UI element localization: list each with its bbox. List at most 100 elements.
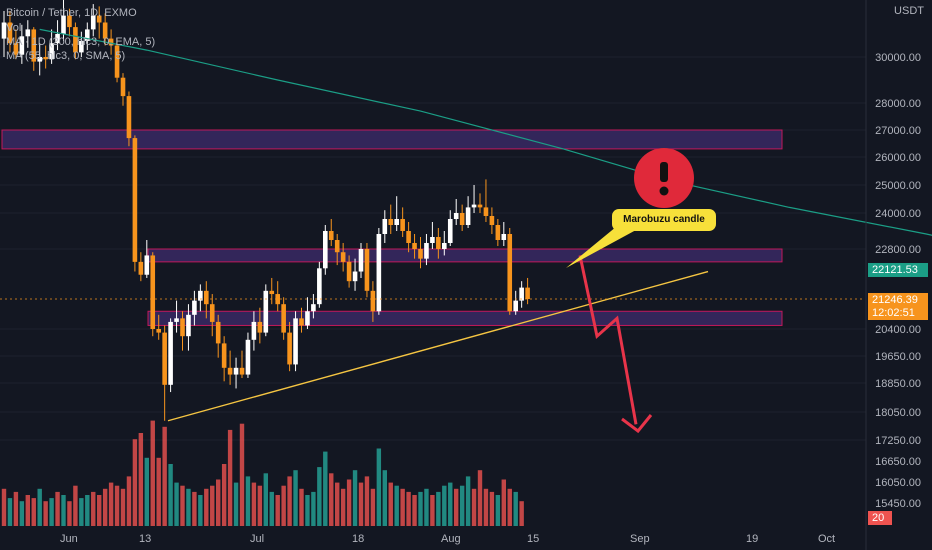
candle-body (334, 240, 340, 253)
volume-bar (216, 479, 221, 526)
volume-bar (495, 495, 501, 526)
volume-bar (31, 498, 36, 526)
volume-bar (465, 476, 471, 526)
candle-body (114, 45, 120, 78)
candle-body (382, 219, 388, 234)
volume-bar (430, 495, 435, 526)
volume-bar (221, 464, 227, 526)
volume-bar (483, 488, 489, 526)
volume-bar (293, 470, 298, 526)
price-zone (147, 310, 783, 326)
candle-body (263, 290, 269, 333)
annotation-callout: Marobuzu candle (612, 209, 716, 231)
candle-body (483, 207, 489, 216)
x-axis-label: Jun (60, 533, 78, 545)
volume-bar (340, 488, 346, 526)
candle-body (281, 304, 286, 333)
volume-bar (275, 495, 280, 526)
candle-body (424, 243, 429, 259)
volume-bar (329, 473, 334, 526)
exclamation-dot (659, 186, 669, 196)
volume-bar (394, 485, 399, 526)
candle-body (204, 290, 209, 305)
x-axis-label: Aug (441, 533, 461, 545)
y-axis-label: 17250.00 (875, 435, 921, 447)
candle-body (358, 249, 364, 272)
sma-legend[interactable]: MA (55, hlc3, 0, SMA, 5) (6, 50, 126, 62)
x-axis-label: 15 (527, 533, 540, 545)
volume-bar (346, 479, 352, 526)
volume-bar (477, 470, 483, 526)
volume-bar (25, 495, 30, 526)
volume-bar (102, 488, 108, 526)
volume-bar (210, 485, 215, 526)
candle-body (430, 237, 435, 243)
volume-bar (120, 488, 126, 526)
candle-body (79, 40, 84, 53)
candle-body (25, 29, 31, 37)
symbol-title[interactable]: Bitcoin / Tether, 1D, EXMO (6, 7, 137, 19)
volume-bar (156, 457, 161, 526)
volume-bar (263, 473, 268, 526)
volume-bar (61, 495, 66, 526)
volume-bar (281, 485, 286, 526)
volume-bar (114, 485, 120, 526)
candle-body (233, 367, 239, 375)
candle-body (471, 204, 477, 208)
volume-bar (388, 482, 393, 526)
y-axis-label: 24000.00 (875, 208, 921, 220)
trendline (167, 270, 709, 422)
volume-bar (418, 491, 423, 526)
volume-bar (144, 457, 149, 526)
y-axis-label: 18850.00 (875, 378, 921, 390)
x-axis-label: Jul (250, 533, 265, 545)
volume-bar (13, 491, 19, 526)
volume-bar (186, 488, 191, 526)
candle-body (245, 339, 251, 375)
volume-bar (424, 488, 429, 526)
volume-bar (358, 482, 364, 526)
volume-bar (108, 482, 114, 526)
volume-bar (454, 488, 459, 526)
candle-body (525, 287, 530, 299)
volume-bar (448, 482, 453, 526)
volume-bar (150, 420, 155, 526)
candle-body (495, 225, 501, 240)
candle-body (418, 249, 423, 259)
y-axis-label: 20400.00 (875, 324, 921, 336)
volume-bar (67, 501, 72, 526)
vol-legend[interactable]: Vol (6, 22, 22, 34)
volume-bar (287, 476, 292, 526)
candle-body (376, 234, 382, 312)
y-axis-label: 28000.00 (875, 98, 921, 110)
candle-body (174, 318, 179, 322)
volume-bar (382, 470, 387, 526)
x-axis-label: Sep (630, 533, 650, 545)
volume-bar (204, 488, 209, 526)
candle-body (126, 96, 132, 139)
candle-body (370, 290, 376, 312)
volume-bar (412, 495, 417, 526)
y-axis-label: 26000.00 (875, 152, 921, 164)
volume-bar (436, 491, 441, 526)
volume-bar (442, 485, 447, 526)
volume-bar (55, 491, 60, 526)
y-axis-label: 27000.00 (875, 125, 921, 137)
volume-bar (501, 479, 506, 526)
volume-bar (507, 488, 512, 526)
ema-legend[interactable]: MA · 1D (200, hlc3, 0, EMA, 5) (6, 36, 156, 48)
candle-body (31, 29, 37, 62)
candle-body (513, 300, 518, 312)
volume-bar (1, 488, 7, 526)
candle-body (90, 15, 96, 30)
candle-body (501, 234, 507, 240)
ema-price-tag: 22121.53 (868, 263, 928, 277)
y-axis-label: 25000.00 (875, 180, 921, 192)
last-price-tag: 21246.39 (868, 293, 928, 307)
candle-body (293, 318, 298, 365)
candle-body (328, 231, 334, 240)
callout-pointer (566, 222, 636, 268)
volume-bar (299, 488, 304, 526)
candle-body (186, 314, 191, 337)
